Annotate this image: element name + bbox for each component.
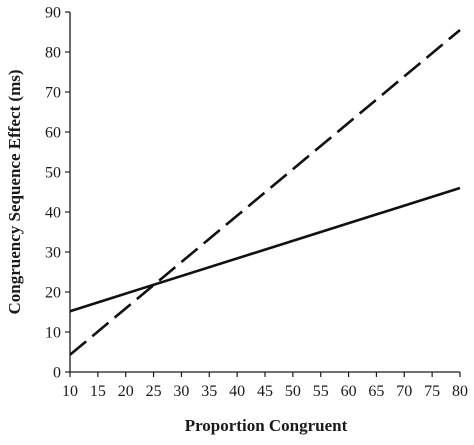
x-tick-label: 75 [424,383,440,400]
x-tick-label: 20 [118,383,134,400]
y-tick-label: 20 [45,285,61,302]
axes [69,12,460,373]
y-tick-label: 90 [45,5,61,22]
x-axis-title: Proportion Congruent [185,416,348,435]
y-tick-label: 10 [45,325,61,342]
x-tick-label: 60 [341,383,357,400]
x-tick-label: 35 [201,383,217,400]
x-tick-label: 50 [285,383,301,400]
x-tick-label: 55 [313,383,329,400]
x-tick-label: 80 [452,383,468,400]
y-tick-label: 70 [45,85,61,102]
x-tick-label: 10 [62,383,78,400]
x-tick-label: 25 [146,383,162,400]
y-tick-label: 0 [53,365,61,382]
series-layer [69,29,461,356]
y-tick-label: 80 [45,45,61,62]
y-axis-title: Congruency Sequence Effect (ms) [5,69,24,314]
x-tick-label: 15 [90,383,106,400]
dashed-series-line [69,29,461,356]
x-tick-label: 65 [368,383,384,400]
solid-series-line [69,186,461,313]
y-tick-label: 30 [45,245,61,262]
x-tick-label: 40 [229,383,245,400]
x-tick-label: 30 [173,383,189,400]
x-axis-ticks: 10 15 20 25 30 35 40 45 50 55 60 65 70 75 80 [62,372,468,400]
y-tick-label: 40 [45,205,61,222]
y-tick-label: 50 [45,165,61,182]
y-tick-label: 60 [45,125,61,142]
x-tick-label: 70 [396,383,412,400]
y-axis-ticks: 0 10 20 30 40 50 60 70 80 90 [45,5,70,382]
x-tick-label: 45 [257,383,273,400]
